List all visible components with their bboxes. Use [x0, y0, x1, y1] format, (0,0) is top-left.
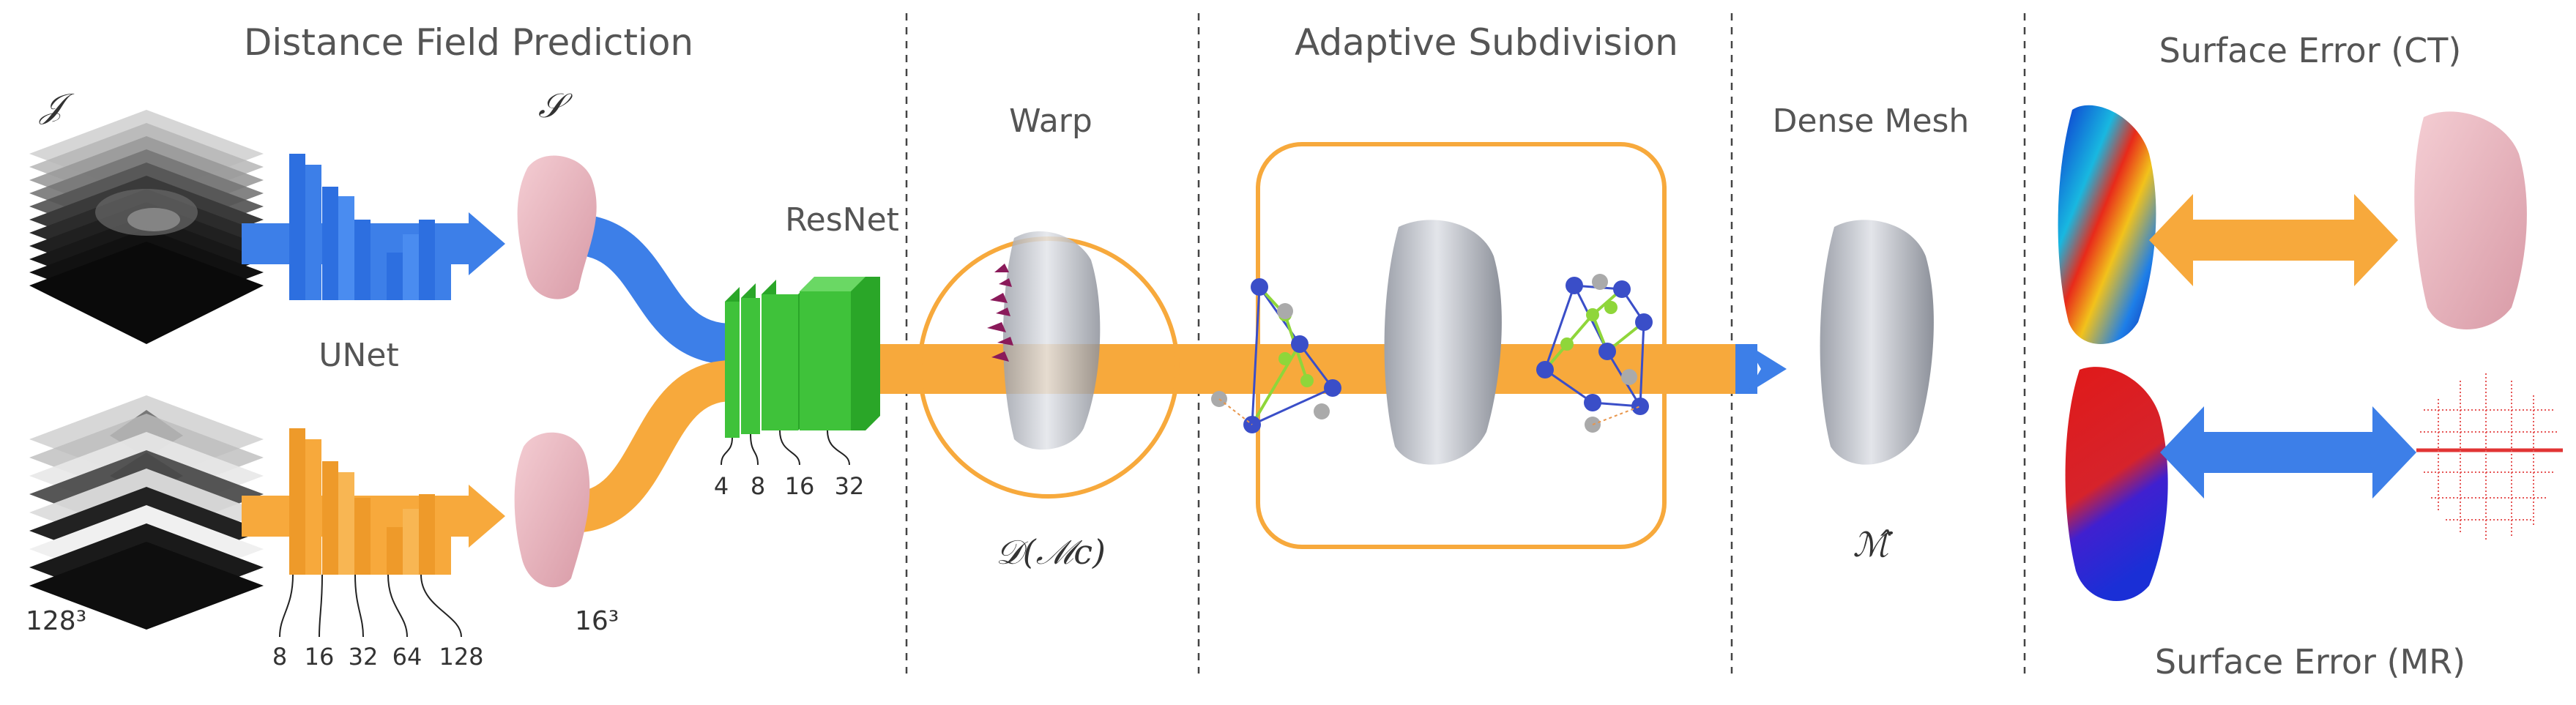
subdivision-box: [1256, 142, 1667, 549]
subdivision-mesh-coarse: [1384, 220, 1502, 465]
blue-curve-path: [570, 214, 734, 365]
main-orange-pipe: [842, 344, 1743, 394]
ct-error-mesh: [2058, 105, 2156, 344]
fine-graph: [1536, 274, 1653, 433]
warp-formula: 𝒟(ℳc): [996, 532, 1106, 572]
coarse-graph: [1211, 278, 1341, 433]
resnet-channels: 4 8 16 32: [714, 472, 865, 500]
unet-channels: 8 16 32 64 128: [272, 643, 484, 671]
resnet-label: ResNet: [785, 201, 899, 239]
dense-mesh-title: Dense Mesh: [1773, 102, 1970, 140]
mr-image-stack: [29, 395, 264, 630]
unet-channel-2: 16: [305, 643, 335, 671]
orange-unet-blocks: [289, 428, 451, 575]
unet-channel-4: 64: [392, 643, 422, 671]
surface-ct-title: Surface Error (CT): [2159, 31, 2462, 70]
surface-mr-title: Surface Error (MR): [2155, 642, 2465, 682]
unet-channel-3: 32: [349, 643, 379, 671]
resnet-blocks: [725, 277, 880, 438]
blue-unet-blocks: [289, 154, 451, 300]
mr-reference-pointcloud: [2416, 373, 2563, 542]
dense-mesh-arrow: [1735, 344, 1787, 394]
unet-channel-1: 8: [272, 643, 287, 671]
warp-mesh: [1003, 231, 1101, 450]
adaptive-title: Adaptive Subdivision: [1295, 21, 1678, 64]
resnet-channel-1: 4: [714, 472, 729, 500]
ct-double-arrow: [2149, 194, 2398, 286]
mr-sdf-shape: [514, 432, 590, 588]
unet-channel-leaders: [279, 574, 462, 638]
orange-curve-path: [570, 360, 734, 533]
dense-mesh-shape: [1820, 220, 1934, 465]
mr-error-mesh: [2065, 367, 2168, 602]
resnet-channel-leaders: [721, 430, 850, 466]
unet-label: UNet: [319, 337, 398, 374]
resnet-channel-3: 16: [785, 472, 815, 500]
ct-sdf-shape: [517, 155, 597, 299]
output-resolution-label: 16³: [575, 606, 619, 636]
mesh-symbol: ℳ̂: [1853, 525, 1893, 564]
unet-channel-5: 128: [439, 643, 483, 671]
resnet-channel-2: 8: [751, 472, 765, 500]
ct-reference-mesh: [2414, 111, 2527, 329]
input-resolution-label: 128³: [26, 606, 86, 636]
warp-title: Warp: [1009, 102, 1092, 140]
ct-image-stack: [29, 110, 264, 344]
mr-double-arrow: [2160, 406, 2416, 499]
distance-field-title: Distance Field Prediction: [244, 21, 693, 64]
input-symbol: 𝒥: [39, 86, 75, 125]
warp-displacement-vectors: [987, 264, 1013, 362]
resnet-channel-4: 32: [835, 472, 865, 500]
sdf-symbol: 𝒮: [538, 86, 573, 125]
